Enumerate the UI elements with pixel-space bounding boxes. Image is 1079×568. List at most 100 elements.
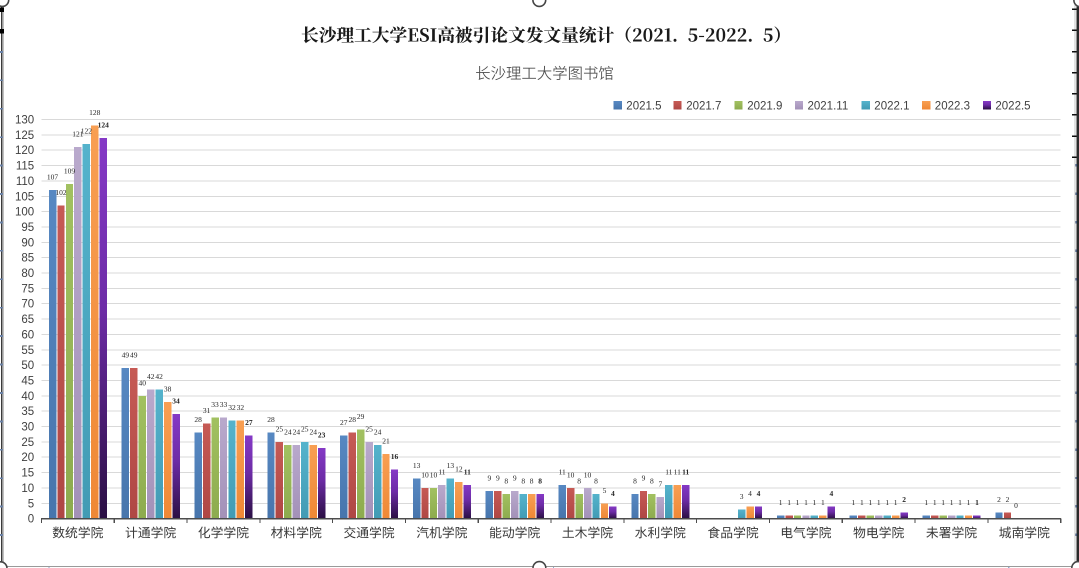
svg-text:50: 50	[21, 360, 34, 372]
svg-text:25: 25	[276, 424, 284, 433]
svg-text:9: 9	[642, 473, 646, 482]
svg-text:2: 2	[1006, 495, 1010, 504]
svg-text:60: 60	[21, 329, 34, 341]
svg-text:4: 4	[757, 489, 761, 498]
svg-text:8: 8	[577, 477, 581, 486]
svg-text:2022.3: 2022.3	[935, 100, 970, 112]
svg-text:110: 110	[16, 176, 34, 188]
svg-text:11: 11	[674, 467, 681, 476]
svg-text:1: 1	[852, 498, 856, 507]
svg-text:1: 1	[950, 498, 954, 507]
svg-text:5: 5	[28, 498, 34, 510]
svg-text:1: 1	[967, 498, 971, 507]
svg-text:120: 120	[15, 145, 34, 157]
svg-text:28: 28	[348, 415, 356, 424]
svg-text:16: 16	[391, 452, 399, 461]
svg-text:1: 1	[924, 498, 928, 507]
svg-text:42: 42	[155, 372, 163, 381]
svg-text:2022.5: 2022.5	[995, 100, 1030, 112]
svg-text:23: 23	[318, 430, 326, 439]
svg-text:15: 15	[21, 468, 34, 480]
svg-text:8: 8	[538, 477, 542, 486]
svg-text:8: 8	[594, 477, 598, 486]
svg-text:107: 107	[47, 173, 59, 182]
svg-text:2021.11: 2021.11	[808, 100, 849, 112]
svg-text:115: 115	[16, 161, 34, 173]
svg-text:24: 24	[374, 427, 382, 436]
svg-text:1: 1	[796, 498, 800, 507]
svg-text:125: 125	[15, 130, 34, 142]
svg-text:45: 45	[21, 375, 34, 387]
svg-text:9: 9	[513, 473, 517, 482]
svg-text:10: 10	[21, 483, 34, 495]
svg-text:8: 8	[633, 477, 637, 486]
svg-text:11: 11	[464, 467, 471, 476]
svg-text:10: 10	[567, 470, 575, 479]
svg-text:10: 10	[430, 470, 438, 479]
svg-text:1: 1	[894, 498, 898, 507]
svg-text:90: 90	[21, 237, 34, 249]
svg-text:49: 49	[122, 351, 130, 360]
svg-text:5: 5	[603, 486, 607, 495]
svg-text:1: 1	[885, 498, 889, 507]
svg-text:130: 130	[15, 115, 34, 127]
svg-text:75: 75	[21, 283, 34, 295]
svg-text:30: 30	[21, 422, 34, 434]
svg-text:1: 1	[975, 498, 979, 507]
svg-text:8: 8	[650, 477, 654, 486]
svg-text:1: 1	[958, 498, 962, 507]
svg-text:1: 1	[860, 498, 864, 507]
svg-text:8: 8	[530, 477, 534, 486]
svg-text:4: 4	[829, 489, 833, 498]
svg-text:2022.1: 2022.1	[874, 100, 909, 112]
svg-text:31: 31	[203, 406, 211, 415]
svg-text:0: 0	[28, 514, 34, 526]
svg-text:33: 33	[211, 400, 219, 409]
svg-text:128: 128	[89, 108, 101, 117]
svg-text:12: 12	[455, 464, 463, 473]
svg-text:2021.5: 2021.5	[626, 100, 661, 112]
svg-text:13: 13	[447, 461, 455, 470]
svg-text:27: 27	[245, 418, 253, 427]
svg-text:1: 1	[933, 498, 937, 507]
svg-text:25: 25	[21, 437, 34, 449]
svg-text:38: 38	[164, 384, 172, 393]
svg-text:1: 1	[779, 498, 783, 507]
svg-text:9: 9	[496, 473, 500, 482]
svg-text:34: 34	[172, 397, 180, 406]
svg-text:10: 10	[421, 470, 429, 479]
svg-text:25: 25	[301, 424, 309, 433]
svg-text:65: 65	[21, 314, 34, 326]
svg-text:24: 24	[309, 427, 317, 436]
svg-text:42: 42	[147, 372, 155, 381]
svg-text:95: 95	[21, 222, 34, 234]
svg-text:40: 40	[139, 378, 147, 387]
svg-text:29: 29	[357, 412, 365, 421]
svg-text:80: 80	[21, 268, 34, 280]
svg-text:20: 20	[21, 452, 34, 464]
svg-text:4: 4	[611, 489, 615, 498]
svg-text:32: 32	[228, 403, 236, 412]
svg-text:105: 105	[15, 191, 34, 203]
svg-text:2: 2	[997, 495, 1001, 504]
svg-text:2: 2	[902, 495, 906, 504]
svg-text:11: 11	[559, 467, 566, 476]
svg-text:1: 1	[868, 498, 872, 507]
svg-text:28: 28	[194, 415, 202, 424]
svg-text:8: 8	[521, 477, 525, 486]
svg-text:122: 122	[81, 127, 93, 136]
svg-text:21: 21	[382, 437, 390, 446]
svg-text:2021.7: 2021.7	[686, 100, 721, 112]
svg-text:11: 11	[665, 467, 672, 476]
svg-text:121: 121	[72, 130, 84, 139]
svg-text:24: 24	[293, 427, 301, 436]
svg-text:25: 25	[365, 424, 373, 433]
svg-text:8: 8	[504, 477, 508, 486]
svg-text:40: 40	[21, 391, 34, 403]
svg-text:13: 13	[413, 461, 421, 470]
svg-text:70: 70	[21, 299, 34, 311]
svg-text:100: 100	[15, 207, 34, 219]
svg-text:9: 9	[488, 473, 492, 482]
svg-text:55: 55	[21, 345, 34, 357]
svg-text:124: 124	[98, 120, 110, 129]
